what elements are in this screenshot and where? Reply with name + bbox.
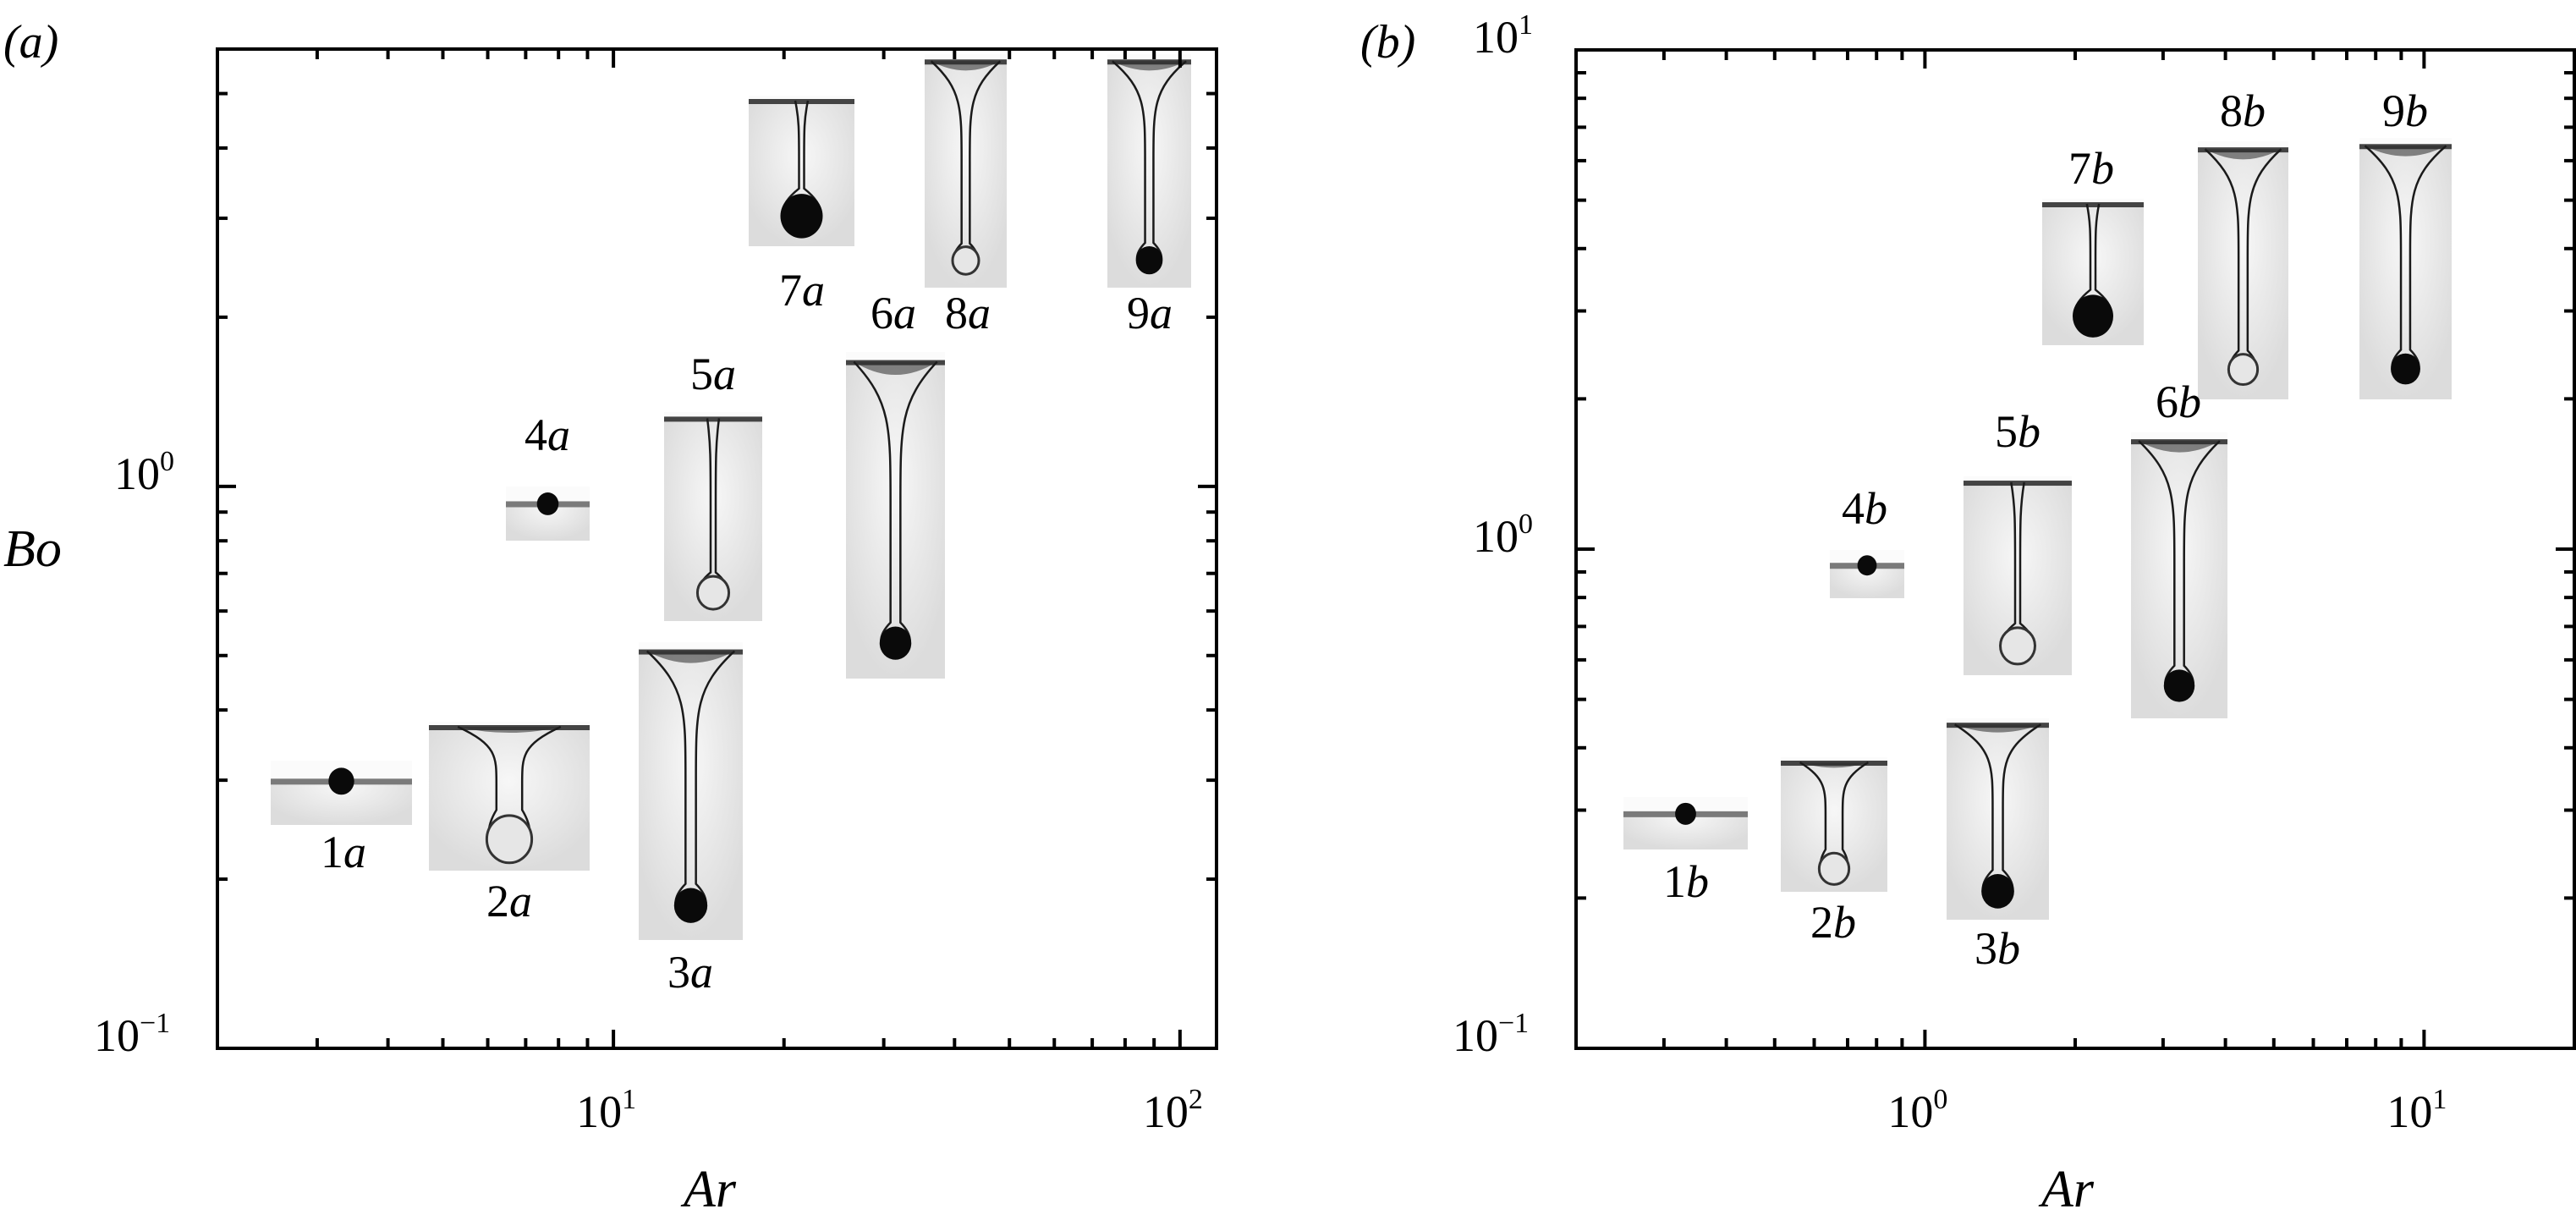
- inset-photo-4b: [1830, 550, 1904, 598]
- panel-b-insets: [1623, 138, 2452, 920]
- panel-a-axes: [216, 47, 1218, 1050]
- inset-label-9b: 9b: [2382, 85, 2428, 136]
- inset-label-9a: 9a: [1127, 288, 1173, 338]
- panel-a-label-text: (a): [3, 16, 59, 69]
- inset-photo-1b: [1623, 797, 1748, 849]
- panel-b-label: (b): [1360, 19, 1415, 66]
- panel-b-xlabel: Ar: [2041, 1161, 2094, 1218]
- inset-photo-6b: [2131, 432, 2227, 718]
- inset-photo-5b: [1964, 476, 2072, 675]
- y-tick-label: 100: [114, 445, 174, 499]
- panel-b-axes: [1574, 48, 2576, 1050]
- x-tick-label: 101: [576, 1084, 637, 1137]
- inset-photo-6a: [846, 352, 945, 679]
- inset-photo-9b: [2359, 138, 2452, 399]
- inset-photo-9a: [1107, 54, 1191, 288]
- inset-photo-7a: [749, 96, 854, 246]
- panel-a-insets: [271, 54, 1191, 940]
- inset-label-4b: 4b: [1842, 483, 1887, 534]
- inset-label-8b: 8b: [2220, 85, 2266, 136]
- inset-label-5a: 5a: [690, 349, 736, 399]
- inset-label-7a: 7a: [779, 265, 825, 316]
- panel-a-label: (a): [3, 19, 58, 66]
- inset-label-6a: 6a: [871, 288, 916, 338]
- y-tick-label: 101: [1473, 9, 1533, 63]
- inset-photo-7b: [2042, 199, 2144, 345]
- inset-photo-3b: [1947, 718, 2049, 920]
- inset-photo-5a: [664, 412, 762, 621]
- inset-photo-3a: [639, 642, 743, 940]
- inset-label-3a: 3a: [667, 947, 713, 998]
- inset-label-1b: 1b: [1663, 856, 1709, 907]
- plot-frame: [216, 47, 1218, 1050]
- inset-label-1a: 1a: [321, 827, 366, 877]
- inset-label-5b: 5b: [1995, 406, 2040, 457]
- x-tick-label: 100: [1887, 1084, 1948, 1137]
- inset-photo-2b: [1781, 757, 1887, 892]
- inset-label-2b: 2b: [1810, 897, 1856, 948]
- inset-photo-8b: [2198, 141, 2288, 399]
- y-tick-label: 10−1: [1453, 1008, 1530, 1061]
- x-tick-label: 102: [1142, 1084, 1203, 1137]
- inset-label-3b: 3b: [1975, 923, 2020, 974]
- y-tick-label: 100: [1473, 509, 1533, 562]
- inset-photo-1a: [271, 761, 412, 825]
- inset-photo-4a: [506, 487, 590, 541]
- inset-label-7b: 7b: [2068, 143, 2114, 194]
- inset-label-2a: 2a: [486, 876, 532, 926]
- panel-b-label-text: (b): [1360, 16, 1416, 69]
- inset-label-8a: 8a: [945, 288, 991, 338]
- x-tick-label: 101: [2387, 1084, 2447, 1137]
- panel-a-xlabel: Ar: [684, 1161, 736, 1218]
- y-tick-label: 10−1: [94, 1008, 171, 1061]
- inset-label-4a: 4a: [525, 410, 570, 460]
- inset-photo-8a: [925, 54, 1007, 288]
- panel-a-ylabel: Bo: [3, 520, 62, 578]
- inset-label-6b: 6b: [2156, 377, 2201, 427]
- inset-photo-2a: [429, 722, 590, 871]
